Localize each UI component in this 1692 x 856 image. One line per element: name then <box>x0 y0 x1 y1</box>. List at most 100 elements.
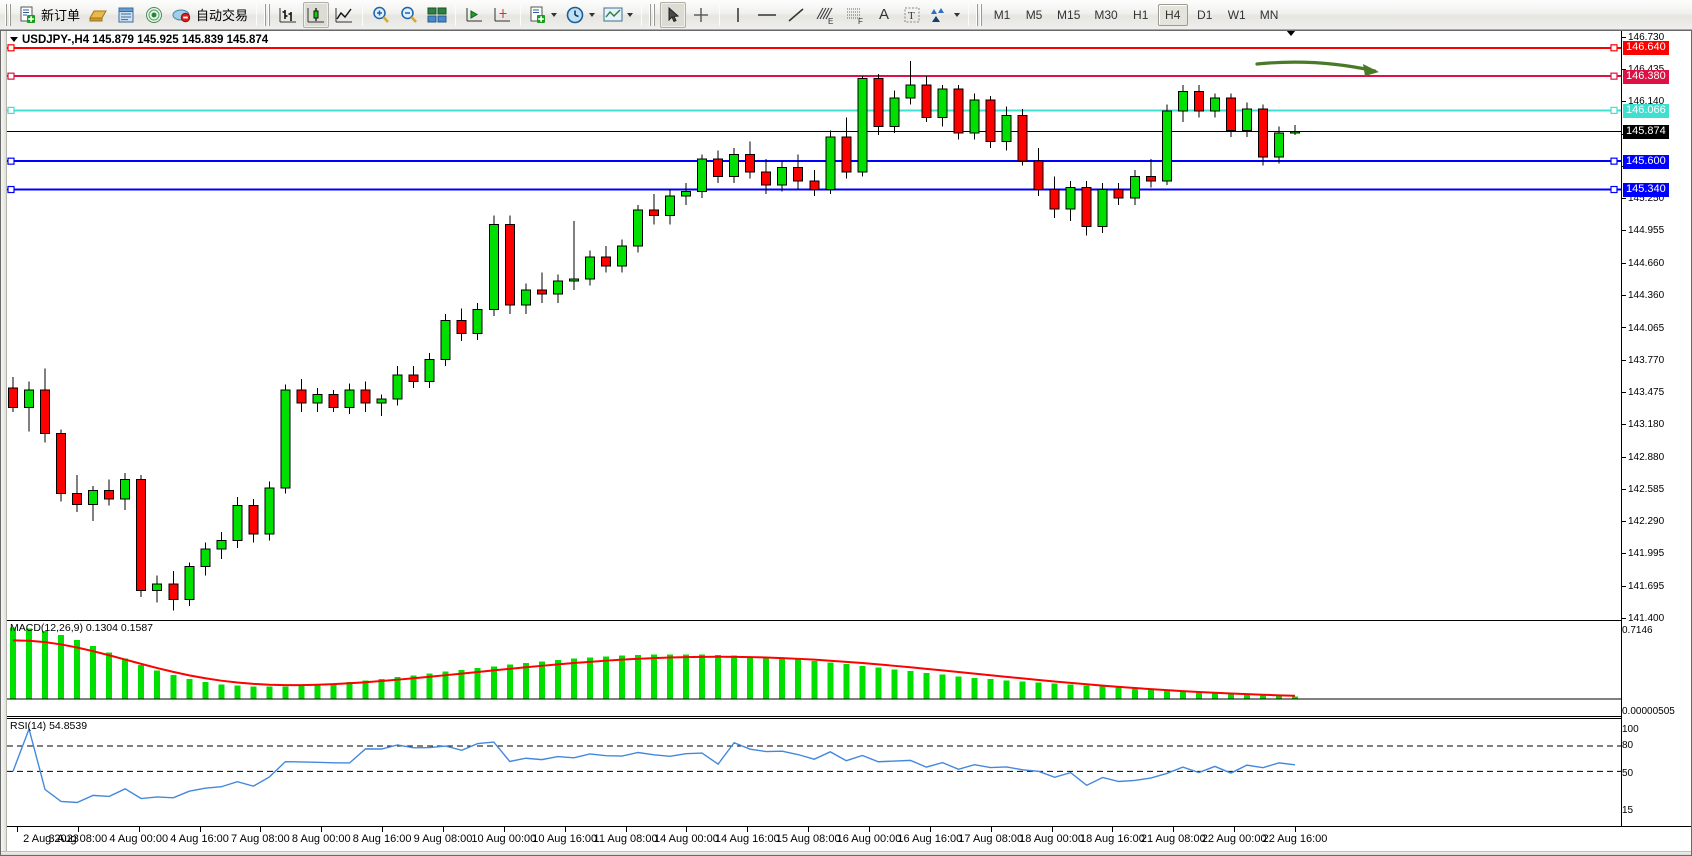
text-label-icon: T <box>904 7 920 22</box>
time-label: 15 Aug 08:00 <box>775 833 841 845</box>
auto-scroll-button[interactable] <box>461 2 487 28</box>
tile-windows-button[interactable] <box>424 2 450 28</box>
vertical-line-icon <box>737 7 739 22</box>
cursor-button[interactable] <box>660 1 687 28</box>
line-chart-icon <box>335 7 353 22</box>
horizontal-line-button[interactable] <box>753 2 781 28</box>
toolbar-separator-3 <box>455 3 457 26</box>
price-label-current-close[interactable]: 145.874 <box>1623 124 1669 139</box>
navigator-button[interactable] <box>141 2 167 28</box>
main-toolbar: 新订单 <box>0 0 1692 30</box>
price-tick: 144.955 <box>1622 226 1664 236</box>
crosshair-button[interactable] <box>688 2 714 28</box>
macd-axis-label-max: 0.7146 <box>1622 625 1653 636</box>
chart-shift-button[interactable] <box>489 2 515 28</box>
price-tick: 141.995 <box>1622 549 1664 559</box>
data-window-button[interactable] <box>113 2 139 28</box>
toolbar-separator-4 <box>520 3 522 26</box>
price-label-cyan-level[interactable]: 146.066 <box>1623 103 1669 118</box>
autotrade-label: 自动交易 <box>196 8 249 23</box>
templates-caret-icon[interactable] <box>627 12 634 17</box>
chart-left-rail <box>1 31 7 855</box>
svg-text:T: T <box>908 10 915 22</box>
price-tick: 142.880 <box>1622 452 1664 463</box>
price-pane[interactable] <box>7 31 1623 619</box>
objects-caret-icon[interactable] <box>954 12 961 17</box>
timeframe-m30[interactable]: M30 <box>1094 7 1118 22</box>
timeframe-m15[interactable]: M15 <box>1057 7 1081 22</box>
trendline-button[interactable] <box>783 2 809 28</box>
macd-title: MACD(12,26,9) 0.1304 0.1587 <box>10 622 154 634</box>
time-label: 4 Aug 16:00 <box>170 833 229 845</box>
crosshair-icon <box>694 7 709 22</box>
periods-button[interactable] <box>562 2 598 28</box>
timeframe-m5[interactable]: M5 <box>1025 7 1043 22</box>
timeframe-h4[interactable]: H4 <box>1157 3 1188 26</box>
horizontal-scrollbar[interactable] <box>1 851 1691 855</box>
line-chart-button[interactable] <box>331 2 357 28</box>
indicator-add-icon <box>530 6 546 23</box>
zoom-in-button[interactable] <box>368 2 394 28</box>
timeframe-w1[interactable]: W1 <box>1227 7 1246 22</box>
price-tick: 141.400 <box>1622 614 1664 624</box>
timeframe-d1[interactable]: D1 <box>1197 7 1213 22</box>
bullish-arrow-annotation <box>1255 60 1379 76</box>
price-tick: 141.695 <box>1622 581 1664 592</box>
auto-scroll-icon <box>466 7 483 21</box>
time-label: 9 Aug 08:00 <box>413 833 473 845</box>
periods-caret-icon[interactable] <box>589 12 596 17</box>
pane-collapse-arrow-icon[interactable] <box>1286 31 1296 36</box>
macd-pane[interactable]: MACD(12,26,9) 0.1304 0.1587 <box>7 620 1623 717</box>
bar-chart-button[interactable] <box>275 2 301 28</box>
autotrade-button[interactable]: 自动交易 <box>169 2 251 28</box>
fibonacci-button[interactable]: F <box>841 2 869 28</box>
text-button[interactable]: A <box>871 2 897 28</box>
templates-button[interactable] <box>600 2 636 28</box>
expert-advisors-button[interactable] <box>85 2 111 28</box>
time-label: 8 Aug 16:00 <box>352 833 412 845</box>
time-label: 22 Aug 00:00 <box>1201 833 1267 845</box>
price-axis[interactable]: 146.730146.435146.140145.840145.545145.2… <box>1621 31 1691 826</box>
price-label-resistance-1[interactable]: 146.640 <box>1623 41 1669 56</box>
text-label-button[interactable]: T <box>899 2 925 28</box>
objects-button[interactable] <box>927 2 963 28</box>
timeframe-m1[interactable]: M1 <box>993 7 1011 22</box>
timeframe-mn[interactable]: MN <box>1259 7 1279 22</box>
chart-window[interactable]: USDJPY-,H4 145.879 145.925 145.839 145.8… <box>0 30 1692 856</box>
time-tick <box>17 827 18 832</box>
toolbar-grip-2[interactable] <box>264 3 272 26</box>
candlestick-canvas <box>7 44 1623 611</box>
price-tick: 146.140 <box>1622 97 1664 107</box>
time-label: 3 Aug 08:00 <box>48 833 108 845</box>
toolbar-grip-3[interactable] <box>649 3 657 26</box>
tile-windows-icon <box>427 7 447 22</box>
time-label: 18 Aug 16:00 <box>1080 833 1145 845</box>
time-axis[interactable]: 2 Aug 2023 3 Aug 08:00 4 Aug 00:00 4 Aug 16… <box>7 826 1691 855</box>
price-label-resistance-2[interactable]: 146.380 <box>1623 69 1669 84</box>
price-label-support-2[interactable]: 145.340 <box>1623 183 1669 198</box>
price-tick: 142.290 <box>1622 516 1664 527</box>
rsi-pane[interactable]: RSI(14) 54.8539 <box>7 718 1623 826</box>
candlestick-chart-button[interactable] <box>303 1 330 28</box>
zoom-out-button[interactable] <box>396 2 422 28</box>
indicators-caret-icon[interactable] <box>551 12 558 17</box>
time-tick <box>929 827 931 832</box>
price-label-support-1[interactable]: 145.600 <box>1623 154 1669 169</box>
time-tick <box>564 827 566 832</box>
vertical-line-button[interactable] <box>725 2 751 28</box>
price-tick: 144.660 <box>1622 258 1664 269</box>
new-order-button[interactable]: 新订单 <box>16 2 83 28</box>
chart-dropdown-icon[interactable] <box>10 37 18 43</box>
time-tick <box>199 827 201 832</box>
timeframe-h1[interactable]: H1 <box>1133 7 1149 22</box>
elliott-wave-button[interactable]: E <box>811 2 839 28</box>
time-tick <box>808 827 810 832</box>
time-label: 8 Aug 00:00 <box>291 833 351 845</box>
toolbar-grip-1[interactable] <box>5 3 12 26</box>
time-tick <box>321 827 323 832</box>
indicators-button[interactable] <box>526 2 560 28</box>
toolbar-grip-4[interactable] <box>976 3 984 26</box>
elliott-wave-icon: E <box>816 7 833 25</box>
time-label: 17 Aug 08:00 <box>958 833 1024 845</box>
text-a-icon: A <box>879 6 890 23</box>
